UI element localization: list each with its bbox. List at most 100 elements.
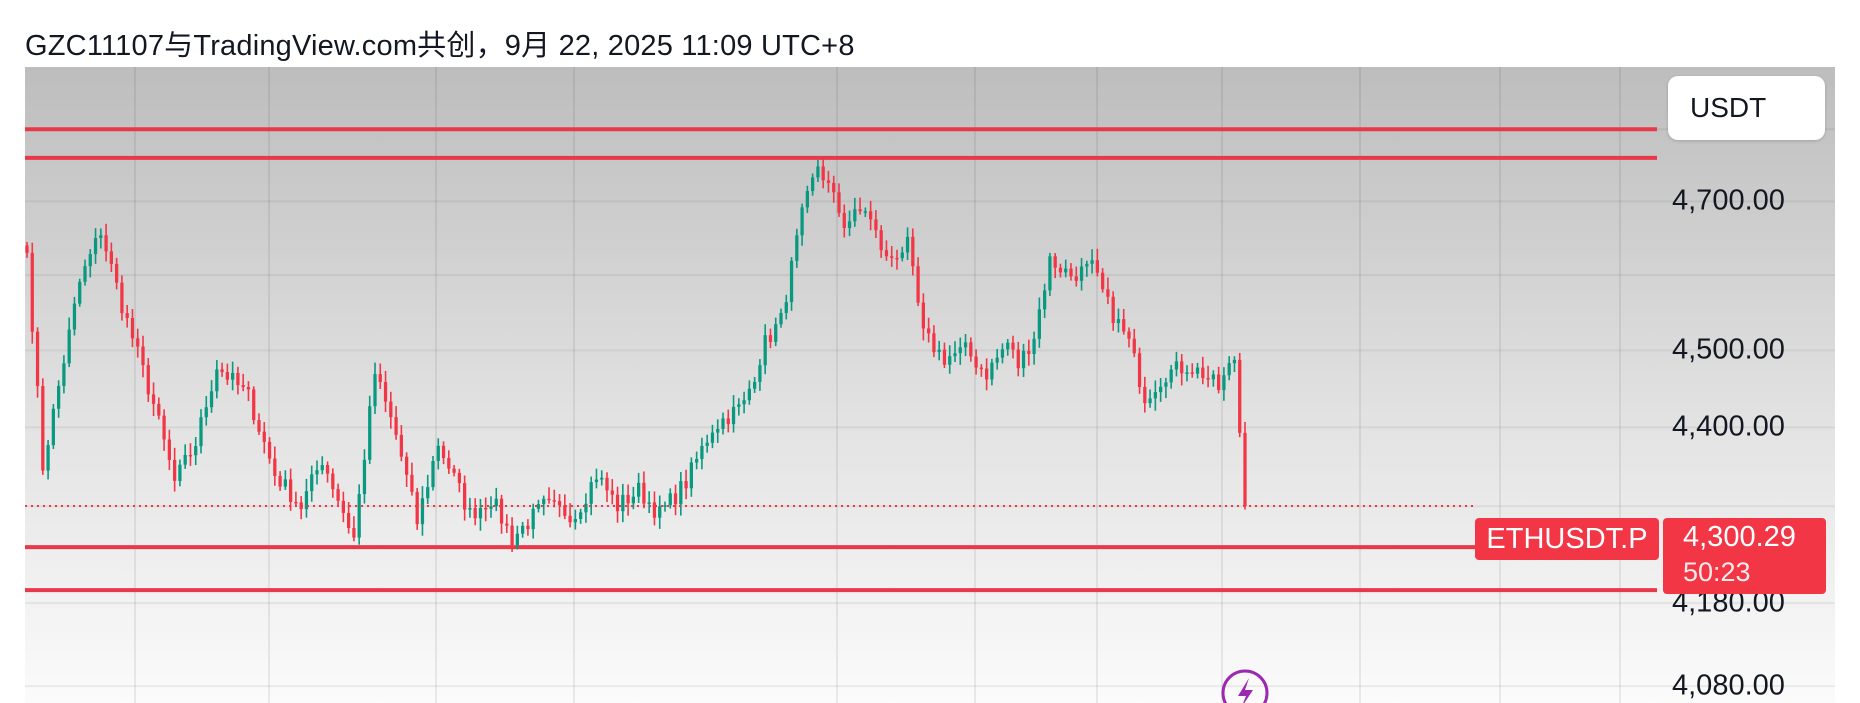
candle bbox=[953, 341, 957, 363]
candle bbox=[1106, 277, 1110, 305]
candle bbox=[905, 227, 910, 261]
candle bbox=[884, 240, 889, 261]
candle-body bbox=[83, 266, 87, 282]
candle-body bbox=[1032, 338, 1036, 354]
candle bbox=[895, 249, 899, 270]
lightning-icon[interactable] bbox=[1221, 669, 1269, 703]
candle-body bbox=[747, 388, 751, 401]
candle bbox=[1074, 266, 1078, 287]
candle-body bbox=[1111, 296, 1115, 324]
candle-body bbox=[347, 512, 351, 529]
candle bbox=[610, 479, 614, 505]
candle-body bbox=[120, 282, 124, 314]
candle-body bbox=[199, 417, 203, 447]
candle-body bbox=[679, 481, 683, 505]
candle bbox=[241, 373, 245, 392]
candle-body bbox=[879, 230, 883, 251]
candle-body bbox=[1153, 392, 1157, 399]
candle-body bbox=[542, 498, 546, 505]
candle bbox=[310, 465, 314, 502]
candle-body bbox=[452, 468, 456, 473]
candle bbox=[405, 452, 409, 488]
candle bbox=[394, 406, 398, 440]
candle-body bbox=[431, 461, 435, 488]
candle bbox=[542, 495, 546, 516]
candle bbox=[969, 337, 973, 362]
candle bbox=[1217, 366, 1221, 394]
candle bbox=[763, 324, 767, 375]
candle bbox=[568, 503, 572, 528]
candle bbox=[215, 360, 219, 399]
candle-body bbox=[937, 349, 941, 353]
candle-body bbox=[468, 508, 472, 510]
candle bbox=[552, 489, 556, 508]
candle-body bbox=[668, 493, 672, 506]
candle bbox=[278, 471, 282, 491]
candle-body bbox=[900, 252, 904, 259]
candle bbox=[958, 337, 962, 365]
candle-body bbox=[652, 502, 657, 518]
candle bbox=[93, 228, 98, 264]
candle-body bbox=[1169, 369, 1173, 383]
currency-selector-button[interactable]: USDT bbox=[1668, 76, 1825, 140]
candle bbox=[188, 443, 193, 466]
candle-body bbox=[368, 406, 372, 460]
candle-body bbox=[911, 236, 915, 267]
candle bbox=[1238, 352, 1242, 438]
candle bbox=[209, 380, 214, 413]
candle bbox=[853, 197, 857, 227]
candle bbox=[515, 525, 519, 550]
candle-body bbox=[478, 507, 483, 519]
candle-body bbox=[405, 456, 409, 475]
candle bbox=[1122, 308, 1126, 335]
candle-body bbox=[72, 303, 77, 330]
candle-body bbox=[1021, 350, 1026, 369]
candle bbox=[1185, 365, 1189, 382]
candle-body bbox=[289, 479, 293, 502]
chart-background bbox=[25, 67, 1835, 703]
candle bbox=[347, 502, 351, 534]
candle bbox=[1032, 331, 1036, 365]
candle-body bbox=[631, 496, 635, 504]
candle-body bbox=[1174, 361, 1179, 370]
candle-body bbox=[267, 441, 272, 459]
candle-body bbox=[457, 472, 461, 484]
candle bbox=[816, 159, 820, 183]
candle-body bbox=[805, 191, 809, 208]
candle bbox=[167, 429, 171, 471]
candle-body bbox=[357, 494, 361, 538]
candle-body bbox=[304, 491, 309, 510]
candle bbox=[120, 275, 124, 321]
candle-body bbox=[204, 407, 208, 418]
candle bbox=[1195, 362, 1200, 379]
candle-body bbox=[1074, 276, 1078, 281]
candle bbox=[162, 409, 166, 451]
candle-body bbox=[979, 367, 983, 370]
candle-body bbox=[1079, 266, 1084, 281]
candle bbox=[684, 469, 688, 500]
candle-body bbox=[1048, 256, 1052, 291]
candle-body bbox=[209, 391, 214, 408]
candle-body bbox=[383, 381, 388, 402]
candle bbox=[30, 242, 34, 344]
candle-body bbox=[1211, 374, 1215, 380]
candle bbox=[246, 381, 251, 402]
candle-body bbox=[853, 209, 857, 222]
candle-body bbox=[789, 260, 794, 303]
candle bbox=[505, 514, 509, 533]
candle bbox=[115, 257, 119, 290]
candle-body bbox=[869, 211, 873, 220]
candle-body bbox=[642, 482, 646, 504]
candle-body bbox=[252, 389, 256, 421]
candle bbox=[1243, 421, 1247, 510]
candle bbox=[510, 517, 514, 553]
candle bbox=[1016, 341, 1020, 377]
candle-body bbox=[742, 400, 746, 405]
candle-body bbox=[1085, 263, 1089, 267]
candle-body bbox=[863, 211, 867, 213]
candle-body bbox=[1206, 378, 1210, 380]
candle-body bbox=[521, 525, 525, 534]
candle bbox=[225, 363, 229, 385]
